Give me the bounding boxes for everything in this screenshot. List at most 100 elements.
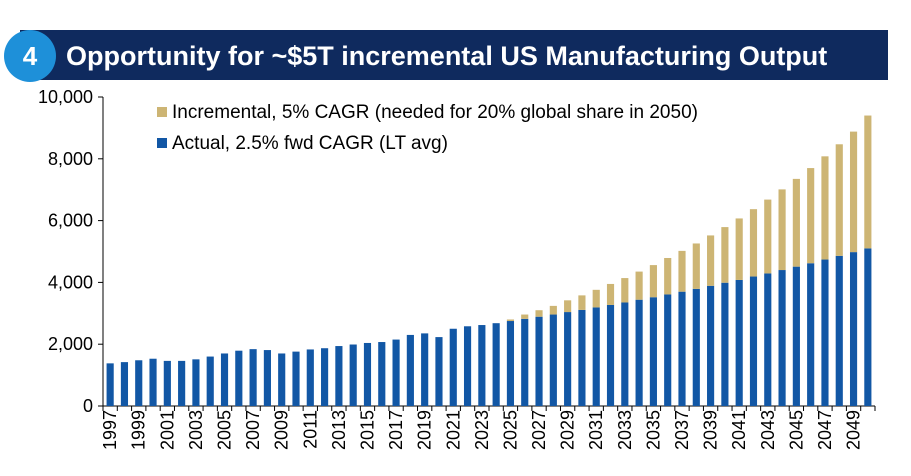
- bar-actual: [606, 304, 615, 406]
- bar-incremental: [535, 310, 543, 317]
- bar-incremental: [735, 218, 743, 280]
- x-tick-label: 1997: [100, 410, 120, 450]
- bar-incremental: [578, 295, 586, 310]
- x-tick-label: 2033: [615, 410, 635, 450]
- bar-incremental: [778, 189, 786, 271]
- bar-actual: [435, 337, 443, 406]
- bar-incremental: [606, 283, 615, 305]
- bar-actual: [263, 350, 271, 406]
- y-tick-label: 0: [83, 396, 93, 416]
- bar-actual: [463, 326, 472, 406]
- x-tick-label: 2011: [300, 410, 320, 449]
- bar-actual: [163, 360, 171, 406]
- x-tick-label: 2013: [329, 410, 349, 450]
- bar-incremental: [807, 168, 815, 264]
- x-tick-label: 2027: [529, 410, 549, 450]
- y-tick-label: 4,000: [48, 272, 93, 292]
- bar-incremental: [721, 227, 729, 283]
- bar-incremental: [649, 265, 657, 298]
- x-tick-label: 2035: [643, 410, 663, 450]
- bar-incremental: [849, 131, 858, 253]
- bar-incremental: [821, 156, 829, 260]
- bars: [106, 115, 872, 406]
- bar-actual: [192, 359, 200, 406]
- y-tick-label: 2,000: [48, 334, 93, 354]
- bar-incremental: [521, 314, 529, 319]
- bar-actual: [321, 348, 329, 406]
- bar-actual: [306, 349, 314, 406]
- bar-actual: [707, 285, 715, 406]
- x-tick-label: 2021: [443, 410, 463, 450]
- y-axis-ticks: 0 2,000 4,000 6,000 8,000 10,000: [38, 87, 103, 416]
- bar-actual: [220, 353, 229, 406]
- bar-actual: [392, 339, 400, 406]
- legend-swatch: [157, 107, 167, 117]
- bar-actual: [664, 294, 672, 406]
- x-tick-label: 2043: [758, 410, 778, 450]
- legend: Incremental, 5% CAGR (needed for 20% glo…: [157, 102, 698, 154]
- bar-actual: [764, 273, 772, 406]
- bar-actual: [535, 316, 543, 406]
- bar-actual: [521, 318, 529, 406]
- y-tick-label: 6,000: [48, 211, 93, 231]
- bar-actual: [421, 333, 429, 406]
- bar-actual: [735, 279, 743, 406]
- bar-actual: [835, 255, 843, 406]
- x-tick-label: 2019: [415, 410, 435, 450]
- x-tick-label: 2039: [701, 410, 721, 450]
- x-tick-label: 2015: [357, 410, 377, 450]
- bar-actual: [449, 328, 457, 406]
- y-tick-label: 10,000: [38, 87, 93, 107]
- bar-actual: [635, 299, 643, 406]
- bar-actual: [335, 346, 343, 406]
- bar-actual: [120, 362, 129, 406]
- bar-incremental: [635, 271, 643, 300]
- x-tick-label: 2005: [215, 410, 235, 450]
- bar-incremental: [506, 319, 515, 322]
- bar-actual: [135, 360, 143, 406]
- bar-incremental: [664, 257, 672, 295]
- bar-actual: [478, 325, 486, 406]
- bar-actual: [106, 363, 114, 406]
- legend-swatch: [157, 138, 167, 148]
- bar-actual: [721, 282, 729, 406]
- bar-actual: [278, 353, 286, 406]
- bar-incremental: [692, 243, 700, 289]
- bar-actual: [549, 314, 557, 406]
- bar-incremental: [592, 289, 600, 308]
- bar-actual: [249, 349, 257, 406]
- x-tick-label: 2009: [272, 410, 292, 450]
- bar-actual: [492, 323, 500, 406]
- bar-actual: [821, 259, 829, 406]
- bar-actual: [235, 350, 243, 406]
- bar-incremental: [792, 178, 800, 267]
- x-tick-label: 2049: [844, 410, 864, 450]
- bar-actual: [149, 358, 157, 406]
- x-tick-label: 2041: [729, 410, 749, 450]
- bar-incremental: [678, 250, 686, 292]
- bar-actual: [349, 344, 357, 406]
- bar-actual: [678, 291, 686, 406]
- x-tick-label: 2045: [786, 410, 806, 450]
- bar-actual: [807, 263, 815, 406]
- bar-incremental: [749, 209, 758, 277]
- x-tick-label: 2017: [386, 410, 406, 450]
- bar-actual: [849, 252, 858, 406]
- x-tick-label: 2031: [586, 410, 606, 450]
- bar-actual: [792, 266, 800, 406]
- bar-incremental: [835, 144, 843, 256]
- bar-incremental: [864, 115, 872, 249]
- bar-actual: [649, 297, 657, 406]
- bar-incremental: [707, 235, 715, 286]
- bar-actual: [749, 276, 758, 406]
- x-tick-label: 2037: [672, 410, 692, 450]
- bar-incremental: [564, 300, 572, 313]
- bar-actual: [778, 270, 786, 406]
- y-tick-label: 8,000: [48, 149, 93, 169]
- section-number-badge: 4: [4, 30, 56, 82]
- x-tick-label: 2007: [243, 410, 263, 450]
- bar-incremental: [764, 199, 772, 274]
- bar-actual: [592, 307, 600, 406]
- bar-actual: [178, 360, 186, 406]
